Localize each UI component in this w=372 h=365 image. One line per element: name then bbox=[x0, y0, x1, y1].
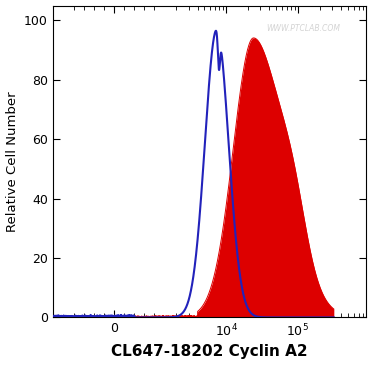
Y-axis label: Relative Cell Number: Relative Cell Number bbox=[6, 91, 19, 232]
X-axis label: CL647-18202 Cyclin A2: CL647-18202 Cyclin A2 bbox=[111, 345, 308, 360]
Text: WWW.PTCLAB.COM: WWW.PTCLAB.COM bbox=[266, 23, 340, 32]
